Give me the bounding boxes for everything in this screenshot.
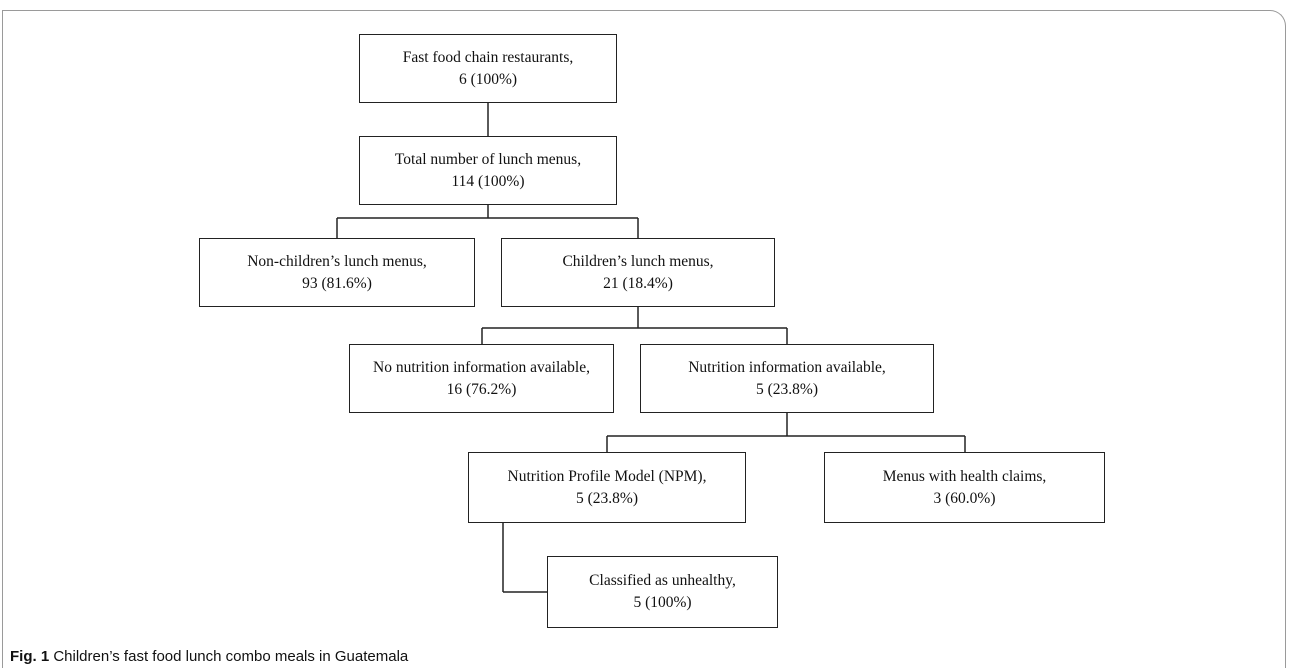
node-value: 5 (100%) bbox=[633, 594, 692, 611]
node-nutrition-info-available: Nutrition information available, 5 (23.8… bbox=[640, 344, 934, 413]
node-label: No nutrition information available, bbox=[373, 358, 590, 376]
node-label: Children’s lunch menus, bbox=[562, 252, 714, 270]
node-label: Fast food chain restaurants, bbox=[402, 48, 574, 66]
node-nutrition-profile-model: Nutrition Profile Model (NPM), 5 (23.8%) bbox=[468, 452, 746, 523]
node-non-childrens-lunch-menus: Non-children’s lunch menus, 93 (81.6%) bbox=[199, 238, 475, 307]
node-classified-unhealthy: Classified as unhealthy, 5 (100%) bbox=[547, 556, 778, 628]
figure-frame bbox=[2, 10, 1286, 668]
node-label: Classified as unhealthy, bbox=[589, 572, 736, 589]
node-value: 3 (60.0%) bbox=[933, 489, 996, 507]
node-menus-health-claims: Menus with health claims, 3 (60.0%) bbox=[824, 452, 1105, 523]
node-label: Non-children’s lunch menus, bbox=[247, 252, 427, 270]
node-label: Nutrition information available, bbox=[688, 358, 886, 376]
node-fast-food-restaurants: Fast food chain restaurants, 6 (100%) bbox=[359, 34, 617, 103]
node-value: 5 (23.8%) bbox=[756, 380, 818, 398]
node-label: Nutrition Profile Model (NPM), bbox=[507, 467, 707, 485]
node-label: Total number of lunch menus, bbox=[394, 150, 582, 168]
node-value: 5 (23.8%) bbox=[576, 489, 638, 507]
figure-caption: Fig. 1 Children’s fast food lunch combo … bbox=[10, 648, 408, 665]
node-childrens-lunch-menus: Children’s lunch menus, 21 (18.4%) bbox=[501, 238, 775, 307]
node-no-nutrition-info: No nutrition information available, 16 (… bbox=[349, 344, 614, 413]
node-value: 93 (81.6%) bbox=[302, 274, 372, 292]
node-value: 21 (18.4%) bbox=[603, 274, 673, 292]
node-value: 114 (100%) bbox=[451, 172, 525, 190]
node-label: Menus with health claims, bbox=[882, 467, 1047, 485]
node-value: 6 (100%) bbox=[458, 70, 518, 88]
figure-caption-text: Children’s fast food lunch combo meals i… bbox=[49, 648, 409, 665]
node-value: 16 (76.2%) bbox=[446, 380, 517, 398]
node-total-lunch-menus: Total number of lunch menus, 114 (100%) bbox=[359, 136, 617, 205]
figure-caption-label: Fig. 1 bbox=[10, 648, 50, 665]
